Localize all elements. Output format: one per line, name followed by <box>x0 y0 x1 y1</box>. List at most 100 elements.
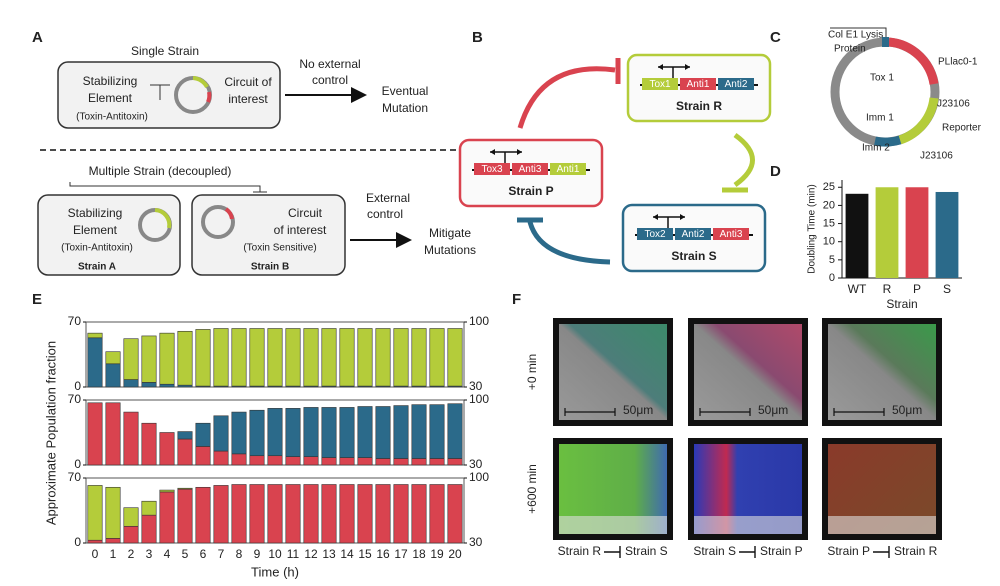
plasmid-part <box>874 135 902 147</box>
bar-segment <box>321 484 337 544</box>
inhibition-arc <box>527 221 611 265</box>
x-tick-label: 2 <box>128 547 135 561</box>
label: Mutation <box>382 101 428 115</box>
scale-label: 50μm <box>892 403 922 417</box>
connector <box>150 84 170 100</box>
label: Tox 1 <box>870 73 894 84</box>
label: Eventual <box>382 84 429 98</box>
bar-segment <box>339 407 355 458</box>
y-tick-label: 5 <box>829 254 835 266</box>
gene <box>642 78 678 90</box>
label: No external <box>299 57 360 71</box>
x-tick-label: P <box>913 282 921 296</box>
bar-segment <box>321 407 337 458</box>
bar <box>875 187 899 278</box>
label: control <box>367 207 403 221</box>
bar-segment <box>375 484 391 544</box>
bar <box>845 193 869 278</box>
bar-segment <box>177 487 193 490</box>
bar-segment <box>303 328 319 387</box>
bar <box>905 187 929 278</box>
title: Multiple Strain (decoupled) <box>89 164 232 178</box>
bar-segment <box>357 457 373 466</box>
bar-segment <box>447 484 463 544</box>
plasmid <box>201 205 235 239</box>
bar-segment <box>231 484 247 544</box>
x-tick-label: WT <box>848 282 867 296</box>
gene-label: Anti1 <box>557 164 580 175</box>
bar-segment <box>123 379 139 388</box>
y-tick-label: 15 <box>823 217 835 229</box>
bar-segment <box>447 403 463 459</box>
panel-label: B <box>472 29 483 46</box>
strain-label: Strain P <box>760 544 803 558</box>
label: Circuit <box>288 206 323 220</box>
bar-segment <box>303 484 319 544</box>
strain-name: Strain P <box>508 184 553 198</box>
x-tick-label: 20 <box>448 547 462 561</box>
label: Imm 2 <box>862 143 890 154</box>
gene <box>675 228 711 240</box>
bar-segment <box>213 450 229 466</box>
gene <box>637 228 673 240</box>
gene <box>550 163 586 175</box>
panel-label: C <box>770 29 781 46</box>
label: of interest <box>274 223 327 237</box>
plasmid-part <box>882 37 889 47</box>
gene <box>512 163 548 175</box>
bar-segment <box>213 328 229 387</box>
row-label: +600 min <box>525 464 539 514</box>
bar-segment <box>249 328 265 387</box>
bar-segment <box>249 484 265 544</box>
x-tick-label: 10 <box>268 547 282 561</box>
gene-label: Anti2 <box>725 79 748 90</box>
strain-box <box>57 61 281 129</box>
x-tick-label: 15 <box>358 547 372 561</box>
bar-segment <box>429 458 445 466</box>
bar-segment <box>321 328 337 387</box>
label: Strain B <box>251 262 289 273</box>
bar-segment <box>285 408 301 457</box>
label: Stabilizing <box>83 74 138 88</box>
microscopy-image <box>694 324 802 420</box>
strain-label: Strain P <box>827 544 870 558</box>
gene-label: Anti3 <box>519 164 542 175</box>
bar-segment <box>285 484 301 544</box>
bar-segment <box>123 411 139 466</box>
x-tick-label: 12 <box>304 547 318 561</box>
bar-segment <box>267 455 283 466</box>
label: Stabilizing <box>68 206 123 220</box>
bar-segment <box>375 458 391 466</box>
plasmid-part <box>898 97 939 145</box>
bar-segment <box>87 332 103 339</box>
bar-segment <box>87 402 103 466</box>
bar-segment <box>141 335 157 383</box>
bar-segment <box>141 382 157 388</box>
y-tick-label: 20 <box>823 199 835 211</box>
y-tick-label: 70 <box>68 314 82 328</box>
label: Element <box>73 223 118 237</box>
gene <box>713 228 749 240</box>
gene-label: Anti2 <box>682 229 705 240</box>
bar-segment <box>321 457 337 466</box>
x-tick-label: 0 <box>92 547 99 561</box>
strain-name: Strain R <box>676 99 722 113</box>
label: Circuit of <box>224 75 272 89</box>
x-tick-label: 8 <box>236 547 243 561</box>
gene <box>474 163 510 175</box>
strain-name: Strain S <box>671 249 716 263</box>
y2-tick-label: 100 <box>469 470 489 484</box>
plasmid-part <box>154 208 172 229</box>
channel <box>694 516 802 534</box>
bar-segment <box>213 415 229 452</box>
y2-tick-label: 30 <box>469 535 483 549</box>
panel-label: A <box>32 29 43 46</box>
x-tick-label: 16 <box>376 547 390 561</box>
bar-segment <box>231 328 247 387</box>
x-tick-label: 19 <box>430 547 444 561</box>
bar-segment <box>249 409 265 457</box>
gene <box>680 78 716 90</box>
x-tick-label: 17 <box>394 547 408 561</box>
bar-segment <box>267 484 283 544</box>
bar-segment <box>357 484 373 544</box>
